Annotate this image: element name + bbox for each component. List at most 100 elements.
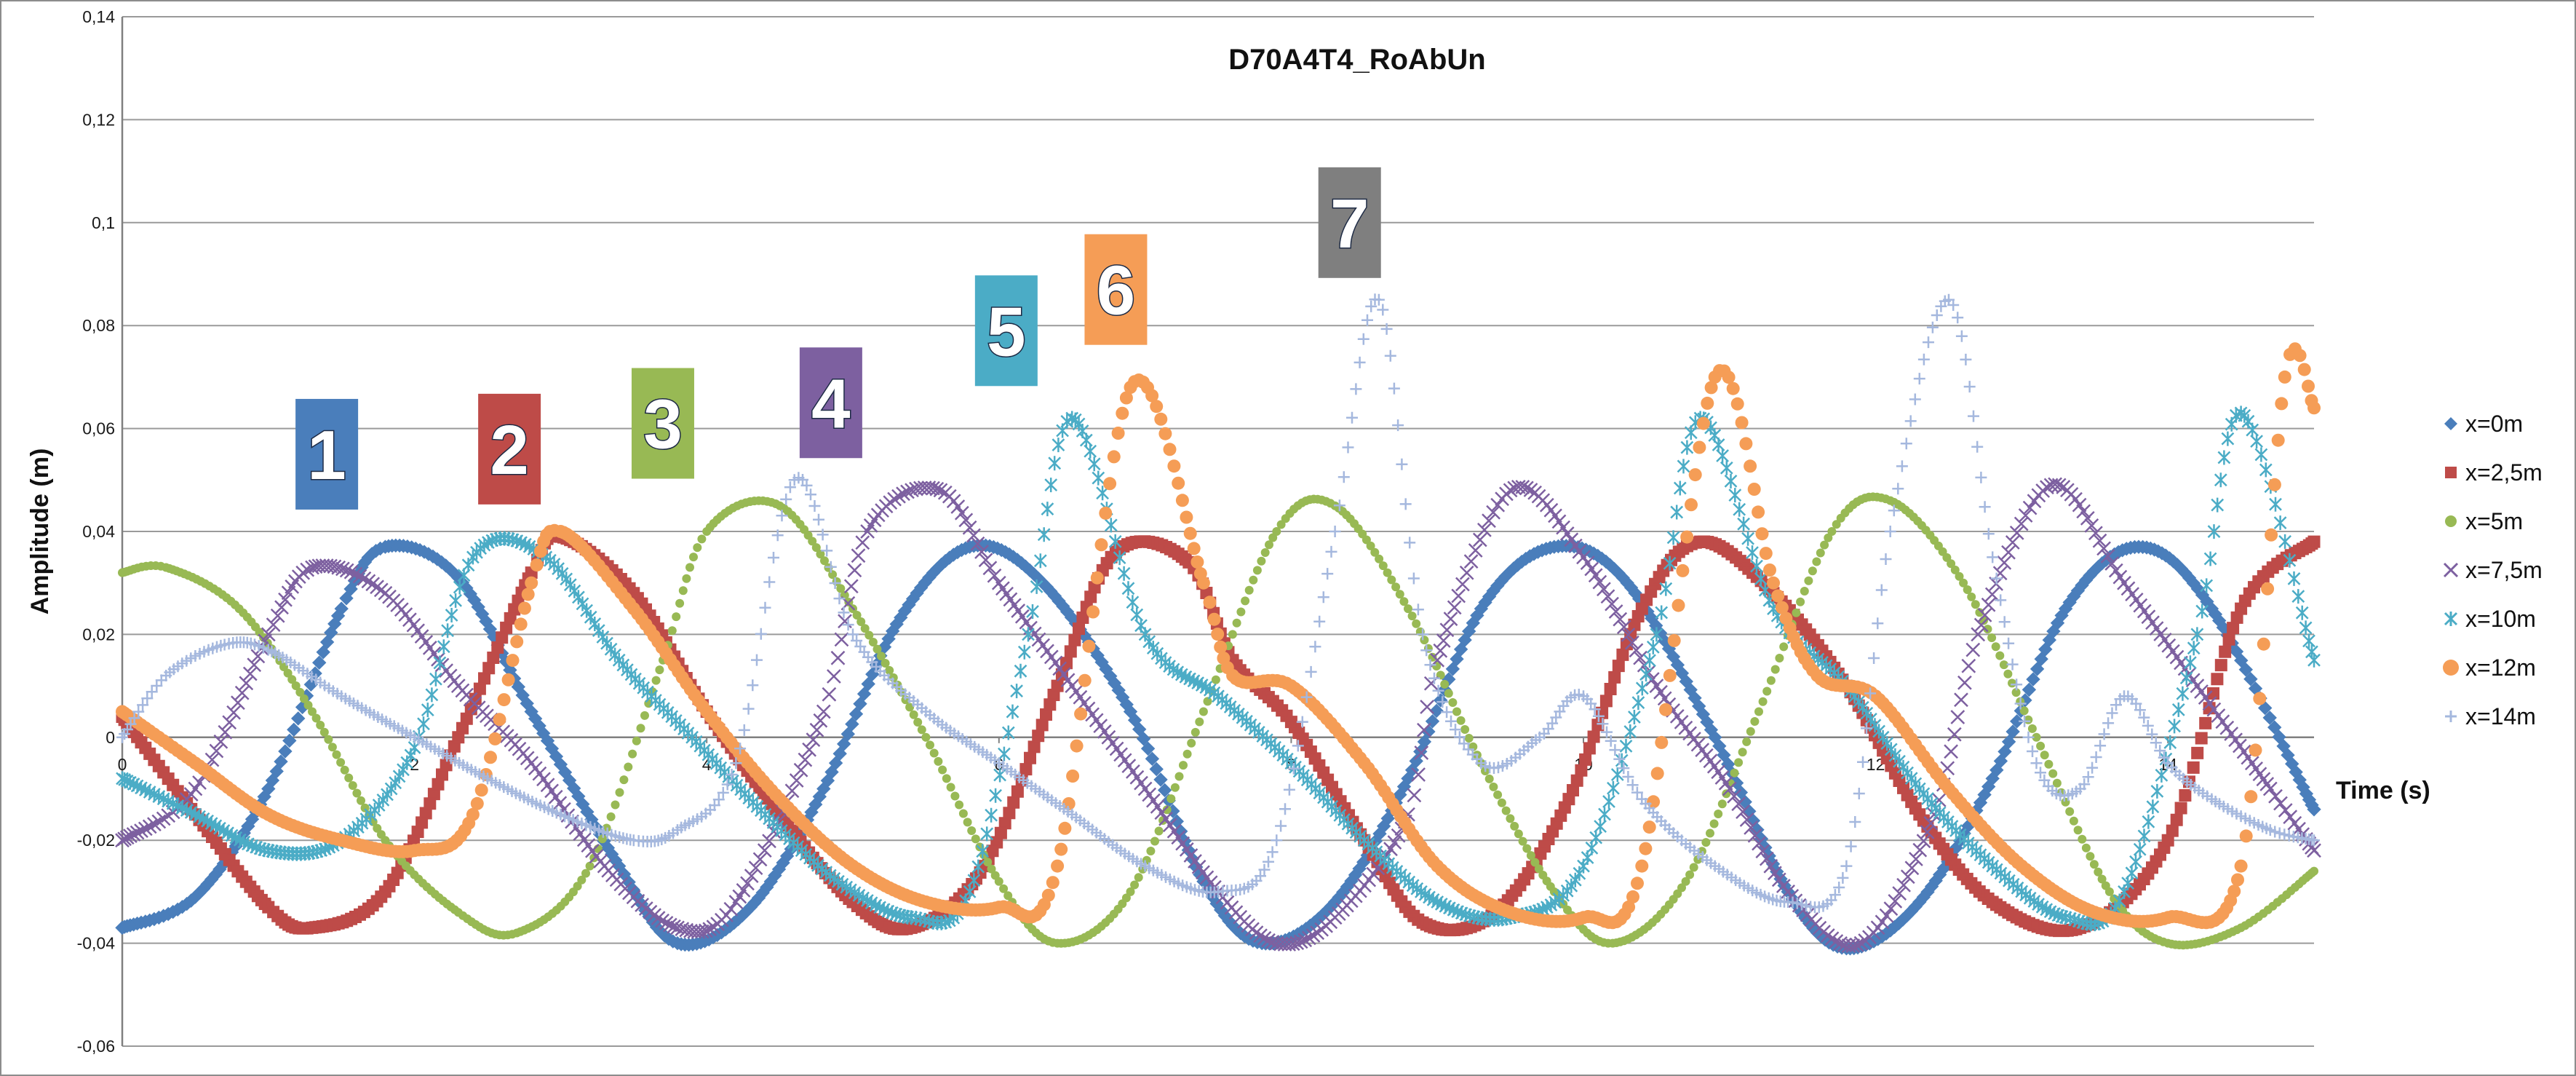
data-point	[636, 724, 645, 733]
series-x=10m	[116, 406, 2321, 932]
data-point	[2048, 769, 2058, 778]
data-point	[1677, 883, 1686, 893]
data-point	[1754, 707, 1763, 716]
legend: x=0m x=2,5m x=5m x=7,5m x=10m x=12m x=14m	[2443, 411, 2543, 729]
data-point	[1742, 737, 1752, 746]
data-point	[506, 654, 520, 668]
data-point	[1812, 557, 1821, 566]
data-point	[877, 652, 886, 661]
data-point	[2253, 692, 2267, 705]
data-point	[2261, 582, 2275, 596]
data-point	[1955, 571, 1964, 581]
data-point	[525, 576, 538, 590]
data-point	[2271, 433, 2285, 447]
data-point	[987, 864, 996, 874]
annotation-label: 3	[643, 386, 682, 464]
data-point	[1762, 687, 1772, 696]
data-point	[1232, 618, 1241, 628]
data-point	[484, 751, 497, 764]
annotation-bg	[478, 393, 541, 505]
data-point	[1763, 563, 1776, 577]
data-point	[864, 630, 874, 640]
data-point	[1158, 427, 1172, 440]
data-point	[319, 727, 329, 737]
data-point	[1121, 893, 1131, 903]
data-point	[1775, 654, 1784, 662]
data-point	[1650, 767, 1664, 780]
data-point	[1655, 735, 1669, 749]
annotation-layer: 1 2 3 4 56 7	[295, 167, 1381, 510]
data-point	[1709, 819, 1719, 828]
data-point	[1041, 888, 1055, 902]
data-point	[678, 586, 688, 596]
data-point	[971, 834, 980, 844]
data-point	[967, 826, 977, 835]
data-point	[1404, 604, 1412, 614]
data-point	[1501, 806, 1511, 815]
data-point	[1070, 739, 1084, 753]
data-point	[926, 740, 934, 750]
data-point	[1099, 506, 1113, 520]
data-point	[577, 875, 587, 885]
data-point	[2104, 887, 2114, 896]
data-point	[1265, 540, 1273, 550]
data-point	[1046, 876, 1060, 890]
data-point	[852, 611, 862, 620]
data-point	[1257, 556, 1266, 566]
data-point	[1190, 555, 1204, 569]
data-point	[1391, 582, 1401, 592]
annotation-bg	[974, 275, 1038, 387]
data-point	[2027, 724, 2037, 733]
data-point	[308, 707, 317, 716]
data-point	[689, 553, 698, 562]
data-point	[1448, 698, 1458, 707]
data-point	[1714, 810, 1723, 818]
data-point	[1779, 642, 1789, 652]
data-point	[348, 781, 357, 790]
data-point	[816, 550, 825, 559]
data-point	[1771, 589, 1785, 603]
x-axis-title: Time (s)	[2336, 777, 2430, 804]
legend-entry: x=2,5m	[2445, 459, 2543, 486]
data-point	[1680, 530, 1694, 544]
data-point	[573, 882, 582, 891]
data-point	[963, 818, 972, 827]
data-point	[913, 718, 923, 727]
data-point	[1182, 749, 1192, 759]
data-point	[1134, 873, 1143, 882]
data-point	[2040, 751, 2049, 760]
data-point	[597, 834, 607, 844]
data-point	[1196, 576, 1210, 590]
data-point	[1676, 563, 1690, 577]
data-point	[1172, 476, 1185, 490]
data-points	[116, 406, 2321, 932]
data-point	[287, 675, 297, 684]
legend-entry: x=0m	[2444, 411, 2523, 437]
data-point	[1236, 607, 1246, 617]
annotation-bg	[799, 347, 862, 459]
y-axis-title: Amplitude (m)	[26, 448, 54, 615]
data-point	[1681, 877, 1690, 886]
data-point	[1423, 644, 1433, 653]
data-point	[1767, 576, 1780, 590]
legend-swatch	[2443, 562, 2459, 578]
data-point	[1735, 416, 1749, 430]
data-point	[1493, 790, 1503, 799]
legend-entry: x=14m	[2445, 703, 2536, 729]
data-point	[2234, 859, 2248, 873]
data-point	[1706, 828, 1714, 838]
data-point	[1211, 628, 1225, 641]
data-point	[2003, 669, 2013, 679]
data-point	[1154, 412, 1168, 426]
data-point	[2044, 759, 2054, 769]
data-point	[1214, 640, 1228, 654]
annotation-label: 7	[1330, 185, 1369, 263]
legend-label: x=7,5m	[2465, 557, 2543, 583]
data-point	[1518, 836, 1527, 846]
data-point	[2052, 778, 2062, 788]
data-point	[1094, 538, 1108, 552]
chart-title: D70A4T4_RoAbUn	[1228, 44, 1485, 76]
data-point	[1744, 459, 1757, 473]
data-point	[2244, 790, 2258, 804]
